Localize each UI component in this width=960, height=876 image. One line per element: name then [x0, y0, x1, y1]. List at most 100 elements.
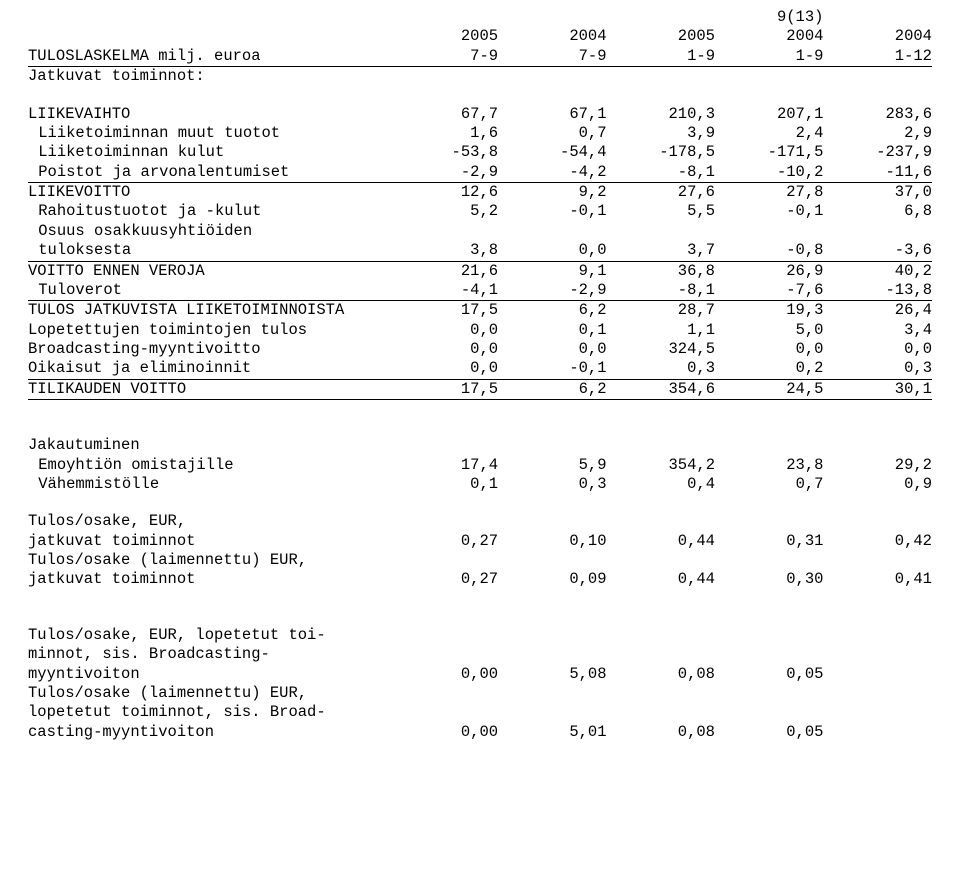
row-label: Liiketoiminnan kulut: [28, 143, 390, 162]
row-label: Emoyhtiön omistajille: [28, 456, 390, 475]
table-row: Liiketoiminnan muut tuotot1,60,73,92,42,…: [28, 124, 932, 143]
row-value: 0,1: [498, 321, 606, 340]
row-value: [607, 645, 715, 664]
table-row: Emoyhtiön omistajille17,45,9354,223,829,…: [28, 456, 932, 475]
row-value: -178,5: [607, 143, 715, 162]
row-label: minnot, sis. Broadcasting-: [28, 645, 390, 664]
row-value: 0,27: [390, 570, 498, 589]
row-value: [390, 626, 498, 645]
row-value: [390, 222, 498, 241]
table-row: [28, 87, 932, 105]
row-value: 0,27: [390, 532, 498, 551]
row-value: [823, 703, 932, 722]
row-value: [715, 67, 823, 87]
row-value: -7,6: [715, 281, 823, 301]
row-value: 283,6: [823, 105, 932, 124]
row-value: [498, 684, 606, 703]
row-label: TILIKAUDEN VOITTO: [28, 379, 390, 399]
row-value: [823, 222, 932, 241]
row-value: [823, 723, 932, 742]
row-value: -0,1: [715, 202, 823, 221]
row-value: 23,8: [715, 456, 823, 475]
row-label: jatkuvat toiminnot: [28, 532, 390, 551]
row-value: 40,2: [823, 261, 932, 281]
table-row: Broadcasting-myyntivoitto0,00,0324,50,00…: [28, 340, 932, 359]
row-value: [715, 626, 823, 645]
table-row: Osuus osakkuusyhtiöiden: [28, 222, 932, 241]
row-label: Oikaisut ja eliminoinnit: [28, 359, 390, 379]
table-row: lopetetut toiminnot, sis. Broad-: [28, 703, 932, 722]
row-value: 0,0: [390, 340, 498, 359]
row-value: [607, 703, 715, 722]
table-row: [28, 590, 932, 608]
row-value: -2,9: [390, 163, 498, 183]
table-row: Tulos/osake, EUR, lopetetut toi-: [28, 626, 932, 645]
row-label: myyntivoiton: [28, 665, 390, 684]
row-value: 5,0: [715, 321, 823, 340]
row-value: 3,9: [607, 124, 715, 143]
row-value: [823, 67, 932, 87]
row-label: Tuloverot: [28, 281, 390, 301]
row-value: [607, 684, 715, 703]
row-label: Tulos/osake (laimennettu) EUR,: [28, 684, 390, 703]
row-value: [390, 512, 498, 531]
row-value: 24,5: [715, 379, 823, 399]
col-year-3: 2005: [607, 27, 715, 46]
row-value: 1,6: [390, 124, 498, 143]
row-value: 0,0: [498, 340, 606, 359]
row-value: 0,44: [607, 570, 715, 589]
row-value: [607, 626, 715, 645]
row-value: -0,1: [498, 202, 606, 221]
row-value: -11,6: [823, 163, 932, 183]
row-label: Tulos/osake, EUR, lopetetut toi-: [28, 626, 390, 645]
row-value: [823, 626, 932, 645]
row-label: TULOS JATKUVISTA LIIKETOIMINNOISTA: [28, 301, 390, 321]
row-value: 12,6: [390, 183, 498, 203]
col-year-5: 2004: [823, 27, 932, 46]
table-row: [28, 400, 932, 419]
table-row: Poistot ja arvonalentumiset-2,9-4,2-8,1-…: [28, 163, 932, 183]
row-value: 3,8: [390, 241, 498, 261]
table-row: Liiketoiminnan kulut-53,8-54,4-178,5-171…: [28, 143, 932, 162]
row-value: [823, 645, 932, 664]
row-value: 354,6: [607, 379, 715, 399]
row-value: 29,2: [823, 456, 932, 475]
row-label: Vähemmistölle: [28, 475, 390, 494]
table-row: jatkuvat toiminnot0,270,090,440,300,41: [28, 570, 932, 589]
row-value: 17,5: [390, 379, 498, 399]
row-value: -3,6: [823, 241, 932, 261]
row-value: [390, 684, 498, 703]
table-row: LIIKEVOITTO12,69,227,627,837,0: [28, 183, 932, 203]
row-value: -53,8: [390, 143, 498, 162]
row-value: 6,2: [498, 301, 606, 321]
row-value: 6,2: [498, 379, 606, 399]
row-value: [498, 626, 606, 645]
table-row: Oikaisut ja eliminoinnit0,0-0,10,30,20,3: [28, 359, 932, 379]
row-value: [498, 551, 606, 570]
table-row: [28, 418, 932, 436]
row-value: 28,7: [607, 301, 715, 321]
table-row: casting-myyntivoiton0,005,010,080,05: [28, 723, 932, 742]
row-value: 0,0: [390, 321, 498, 340]
col-period-3: 1-9: [607, 47, 715, 67]
row-value: 5,9: [498, 456, 606, 475]
table-row: minnot, sis. Broadcasting-: [28, 645, 932, 664]
col-year-2: 2004: [498, 27, 606, 46]
row-value: -237,9: [823, 143, 932, 162]
row-value: 210,3: [607, 105, 715, 124]
col-year-1: 2005: [390, 27, 498, 46]
row-value: -0,8: [715, 241, 823, 261]
row-value: -10,2: [715, 163, 823, 183]
row-value: [823, 684, 932, 703]
row-value: [823, 551, 932, 570]
col-year-4: 2004: [715, 27, 823, 46]
row-value: 0,1: [390, 475, 498, 494]
row-value: 0,00: [390, 723, 498, 742]
row-value: [498, 222, 606, 241]
row-label: Osuus osakkuusyhtiöiden: [28, 222, 390, 241]
row-label: Lopetettujen toimintojen tulos: [28, 321, 390, 340]
row-label: VOITTO ENNEN VEROJA: [28, 261, 390, 281]
row-value: [607, 67, 715, 87]
table-row: jatkuvat toiminnot0,270,100,440,310,42: [28, 532, 932, 551]
row-label: jatkuvat toiminnot: [28, 570, 390, 589]
